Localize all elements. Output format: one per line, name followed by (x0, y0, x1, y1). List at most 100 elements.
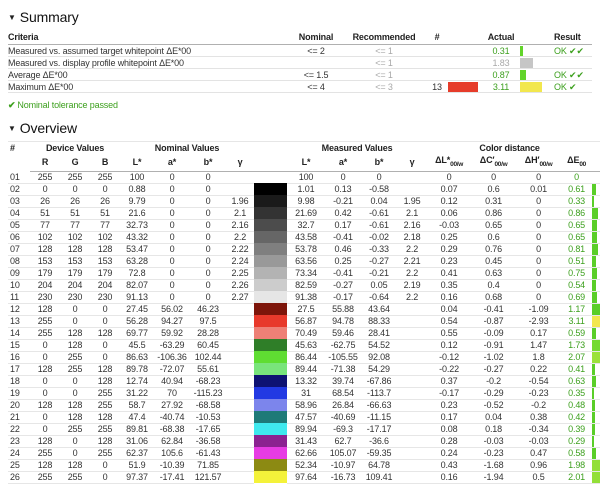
table-row: 02 0 0 0 0.88 0 0 1.01 0.13 -0.58 0.07 0.6 0.01 0.61 (8, 183, 600, 196)
cell-nominal-gamma (226, 339, 255, 352)
cell-delta-C: -0.41 (471, 303, 517, 316)
cell-measured-gamma (397, 423, 428, 436)
cell-delta-L: 0.12 (427, 339, 472, 352)
cell-measured-a: -0.17 (325, 291, 362, 304)
cell-device-b: 128 (90, 327, 121, 340)
cell-delta-C: -0.29 (471, 387, 517, 400)
cell-nominal-a: 0 (154, 267, 191, 280)
cell-nominal-L: 82.07 (120, 279, 155, 292)
cell-measured-L: 89.94 (287, 423, 326, 436)
cell-delta-C: 0.31 (471, 195, 517, 208)
cell-delta-L: 0.37 (427, 375, 472, 388)
delta-e-bar (592, 363, 596, 375)
cell-measured-gamma (397, 411, 428, 424)
delta-e-bar (592, 375, 597, 387)
cell-nominal-b: 0 (190, 231, 227, 244)
cell-index: 17 (8, 363, 30, 376)
criteria-label: Maximum ΔE*00 (8, 80, 290, 93)
cell-nominal-b: -17.65 (190, 423, 227, 436)
actual-bar-cell (520, 56, 554, 69)
cell-measured-L: 47.57 (287, 411, 326, 424)
cell-device-b: 179 (90, 267, 121, 280)
delta-e-bar (592, 267, 598, 279)
cell-delta-L: 0.43 (427, 459, 472, 472)
summary-row: Measured vs. assumed target whitepoint Δ… (8, 44, 592, 57)
cell-index: 16 (8, 351, 30, 364)
cell-device-g: 51 (60, 207, 90, 220)
cell-nominal-b: -36.58 (190, 435, 227, 448)
cell-measured-a: 0.13 (325, 183, 362, 196)
cell-nominal-a: 0 (154, 183, 191, 196)
cell-delta-H: -0.2 (516, 399, 562, 412)
cell-delta-H: 0 (516, 243, 562, 256)
cell-delta-E: 0.59 (561, 327, 593, 340)
cell-measured-gamma: 2.19 (397, 279, 428, 292)
delta-e-bar (592, 435, 595, 447)
cell-measured-a: 68.54 (325, 387, 362, 400)
cell-device-r: 128 (30, 243, 60, 256)
cell-device-r: 128 (30, 363, 60, 376)
cell-device-r: 204 (30, 279, 60, 292)
cell-delta-H: 0.47 (516, 447, 562, 460)
cell-nominal-b: -10.53 (190, 411, 227, 424)
cell-nominal-L: 72.8 (120, 267, 155, 280)
cell-device-r: 255 (30, 171, 60, 184)
cell-delta-H: -0.54 (516, 375, 562, 388)
cell-measured-a: -0.41 (325, 231, 362, 244)
column-header: ΔL*00/w (427, 154, 472, 172)
cell-nominal-L: 0.88 (120, 183, 155, 196)
cell-device-g: 102 (60, 231, 90, 244)
cell-device-g: 255 (60, 171, 90, 184)
cell-index: 14 (8, 327, 30, 340)
cell-device-g: 26 (60, 195, 90, 208)
table-row: 24 255 0 255 62.37 105.6 -61.43 62.66 105.07 -59.… (8, 447, 600, 460)
cell-nominal-b: 71.85 (190, 459, 227, 472)
cell-index: 19 (8, 387, 30, 400)
color-swatch (254, 399, 288, 412)
delta-e-bar-cell (592, 231, 600, 244)
overview-section-header[interactable]: ▼ Overview (8, 120, 592, 136)
delta-e-bar (592, 279, 597, 291)
cell-measured-gamma (397, 459, 428, 472)
cell-device-b: 128 (90, 363, 121, 376)
color-swatch (254, 195, 288, 208)
cell-device-g: 0 (60, 303, 90, 316)
cell-index: 26 (8, 471, 30, 484)
cell-measured-b: 0.04 (361, 195, 398, 208)
cell-measured-b: 64.78 (361, 459, 398, 472)
cell-delta-H: 0 (516, 231, 562, 244)
cell-nominal-a: -17.41 (154, 471, 191, 484)
delta-e-bar (592, 231, 598, 243)
cell-delta-C: -0.91 (471, 339, 517, 352)
cell-nominal-L: 89.78 (120, 363, 155, 376)
delta-e-bar-cell (592, 471, 600, 484)
cell-device-g: 0 (60, 375, 90, 388)
cell-nominal-b: 0 (190, 291, 227, 304)
max-error-patch (448, 56, 482, 69)
criteria-label: Measured vs. display profile whitepoint … (8, 56, 290, 69)
summary-section-header[interactable]: ▼ Summary (8, 9, 592, 25)
cell-measured-gamma: 2.16 (397, 219, 428, 232)
cell-nominal-gamma (226, 447, 255, 460)
cell-measured-L: 32.7 (287, 219, 326, 232)
cell-measured-L: 73.34 (287, 267, 326, 280)
overview-body: 01 255 255 255 100 0 0 100 0 0 0 0 0 0 02 0 0 0 0.88 0 0 1.01… (8, 171, 600, 484)
cell-device-g: 0 (60, 183, 90, 196)
cell-index: 11 (8, 291, 30, 304)
cell-delta-E: 0.33 (561, 195, 593, 208)
cell-nominal-L: 97.37 (120, 471, 155, 484)
cell-nominal-L: 27.45 (120, 303, 155, 316)
column-header: L* (120, 154, 155, 172)
color-swatch (254, 471, 288, 484)
cell-index: 01 (8, 171, 30, 184)
cell-measured-a: 94.78 (325, 315, 362, 328)
cell-measured-gamma: 2.21 (397, 255, 428, 268)
cell-nominal-gamma (226, 459, 255, 472)
cell-nominal-a: -72.07 (154, 363, 191, 376)
cell-measured-gamma (397, 447, 428, 460)
table-row: 15 0 128 0 45.5 -63.29 60.45 45.63 -62.75 54.52 0.… (8, 339, 600, 352)
cell-index: 06 (8, 231, 30, 244)
cell-index: 09 (8, 267, 30, 280)
cell-delta-H: -0.23 (516, 387, 562, 400)
cell-nominal-b: 0 (190, 267, 227, 280)
